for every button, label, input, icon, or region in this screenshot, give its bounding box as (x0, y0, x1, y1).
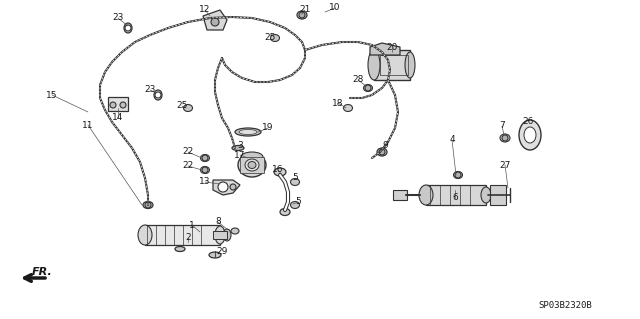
Ellipse shape (124, 23, 132, 33)
Text: 18: 18 (332, 99, 344, 108)
Circle shape (110, 102, 116, 108)
Ellipse shape (241, 152, 263, 162)
Text: 22: 22 (182, 161, 194, 170)
Polygon shape (213, 180, 240, 195)
Ellipse shape (245, 159, 259, 171)
Text: 1: 1 (189, 220, 195, 229)
Circle shape (120, 102, 126, 108)
Ellipse shape (524, 127, 536, 143)
Text: 26: 26 (522, 117, 534, 127)
Text: 16: 16 (272, 166, 284, 174)
Ellipse shape (377, 148, 387, 156)
Ellipse shape (154, 90, 162, 100)
Circle shape (218, 182, 228, 192)
Bar (380, 55, 408, 75)
Bar (393, 190, 407, 200)
Text: 17: 17 (234, 151, 246, 160)
Polygon shape (490, 185, 506, 205)
Text: 7: 7 (499, 122, 505, 130)
Bar (108, 97, 128, 111)
Circle shape (502, 135, 508, 141)
Ellipse shape (215, 226, 225, 244)
Bar (145, 225, 220, 245)
Text: SP03B2320B: SP03B2320B (538, 300, 592, 309)
Circle shape (211, 18, 219, 26)
Ellipse shape (291, 202, 300, 209)
Text: 21: 21 (300, 5, 310, 14)
Circle shape (202, 167, 208, 173)
Circle shape (230, 184, 236, 190)
Text: 29: 29 (216, 248, 228, 256)
Circle shape (145, 202, 151, 208)
Bar (213, 231, 227, 239)
Ellipse shape (405, 52, 415, 78)
Ellipse shape (239, 130, 257, 135)
Ellipse shape (274, 168, 286, 176)
Text: 27: 27 (499, 160, 511, 169)
Ellipse shape (454, 172, 463, 179)
Text: 23: 23 (144, 85, 156, 94)
Ellipse shape (280, 209, 290, 216)
Text: 25: 25 (264, 33, 276, 42)
Circle shape (379, 149, 385, 155)
Text: 15: 15 (46, 91, 58, 100)
Text: 5: 5 (295, 197, 301, 206)
Text: 19: 19 (262, 123, 274, 132)
Text: 25: 25 (176, 101, 188, 110)
Ellipse shape (238, 153, 266, 177)
Ellipse shape (481, 187, 491, 203)
Ellipse shape (344, 105, 353, 112)
Text: 23: 23 (112, 13, 124, 23)
Text: FR.: FR. (31, 267, 52, 277)
Ellipse shape (248, 161, 256, 168)
Ellipse shape (235, 128, 261, 136)
Text: 3: 3 (237, 140, 243, 150)
Ellipse shape (232, 145, 244, 151)
Bar (240, 157, 264, 173)
Circle shape (455, 172, 461, 178)
Ellipse shape (143, 202, 153, 209)
Polygon shape (370, 43, 400, 55)
Circle shape (155, 92, 161, 98)
Ellipse shape (368, 50, 380, 80)
Text: 2: 2 (185, 234, 191, 242)
Text: 8: 8 (215, 218, 221, 226)
Ellipse shape (297, 11, 307, 19)
Text: 5: 5 (292, 174, 298, 182)
Circle shape (125, 25, 131, 31)
Ellipse shape (231, 228, 239, 234)
Ellipse shape (519, 120, 541, 150)
Ellipse shape (175, 247, 185, 251)
Ellipse shape (200, 154, 209, 161)
Text: 20: 20 (387, 43, 397, 53)
Bar (426, 185, 486, 205)
Circle shape (365, 85, 371, 91)
Text: 14: 14 (112, 114, 124, 122)
Text: 13: 13 (199, 177, 211, 187)
Text: 28: 28 (352, 76, 364, 85)
Text: 9: 9 (382, 140, 388, 150)
Text: 10: 10 (329, 4, 340, 12)
Text: 22: 22 (182, 147, 194, 157)
Ellipse shape (500, 134, 510, 142)
Text: 4: 4 (449, 136, 455, 145)
Text: 12: 12 (199, 5, 211, 14)
Ellipse shape (138, 225, 152, 245)
Polygon shape (203, 10, 227, 30)
Text: 6: 6 (452, 194, 458, 203)
Circle shape (202, 155, 208, 161)
Ellipse shape (271, 34, 280, 41)
Text: 11: 11 (83, 121, 93, 130)
Bar (374, 50, 410, 80)
Ellipse shape (200, 167, 209, 174)
Circle shape (299, 12, 305, 18)
Ellipse shape (419, 185, 433, 205)
Ellipse shape (291, 179, 300, 186)
Ellipse shape (209, 252, 221, 258)
Ellipse shape (223, 229, 231, 241)
Ellipse shape (364, 85, 372, 92)
Ellipse shape (184, 105, 193, 112)
